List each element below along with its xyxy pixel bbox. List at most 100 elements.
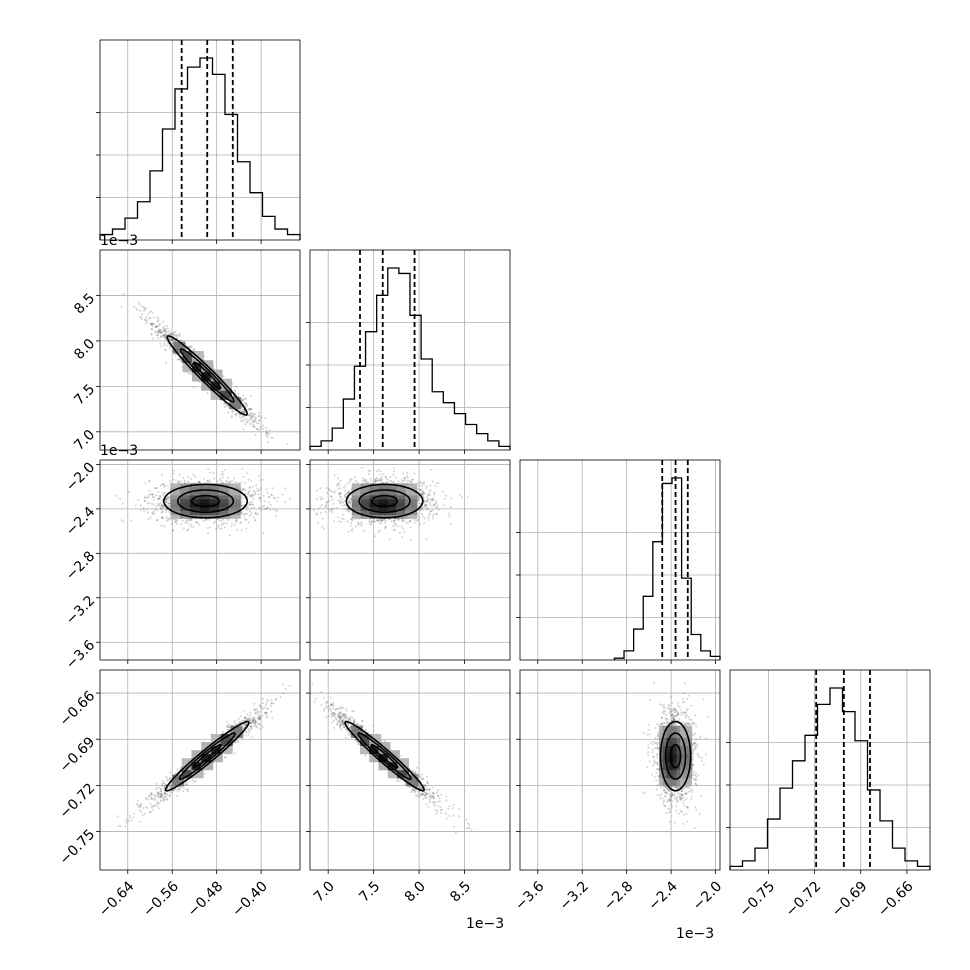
scatter-point [151,808,154,811]
scatter-point [345,504,348,507]
scatter-point [206,527,209,530]
scatter-point [347,501,350,504]
scatter-point [160,792,163,795]
scatter-point [347,491,350,494]
scatter-point [151,793,153,796]
scatter-point [175,336,178,339]
scatter-point [325,504,328,507]
scatter-point [140,318,143,320]
scatter-point [219,478,221,481]
scatter-point [270,493,273,496]
scatter-point [259,488,262,491]
scatter-point [221,476,224,479]
scatter-point [208,526,211,529]
scatter-point [388,538,391,541]
scatter-point [248,489,251,492]
scatter-point [164,349,167,352]
scatter-point [179,358,182,361]
scatter-point [420,493,423,496]
scatter-point [137,499,140,502]
scatter-point [241,398,244,401]
scatter-point [254,419,257,422]
scatter-point [347,499,350,502]
scatter-point [180,360,183,363]
scatter-point [348,501,350,503]
scatter-point [150,310,153,313]
scatter-point [423,492,426,495]
scatter-point [319,487,322,490]
scatter-point [376,470,378,473]
scatter-point [221,470,224,473]
scatter-point [250,725,253,728]
scatter-point [181,519,184,522]
scatter-point [401,518,404,521]
scatter-point [430,505,433,508]
scatter-point [160,505,163,508]
scatter-point [194,779,197,782]
scatter-point [370,521,373,524]
scatter-point [192,386,195,389]
scatter-point [144,482,147,485]
scatter-point [240,504,243,507]
scatter-point [195,521,198,524]
scatter-point [277,496,280,499]
scatter-point [237,717,240,720]
scatter-point [347,509,350,512]
scatter-point [432,480,435,483]
scatter-point [382,519,384,522]
scatter-point [168,496,171,499]
scatter-point [236,528,239,531]
scatter-point [329,495,332,498]
scatter-point [378,522,381,525]
scatter-point [349,498,351,500]
scatter-point [247,491,250,494]
scatter-point [428,514,431,516]
scatter-point [340,521,343,524]
scatter-point [392,525,395,528]
scatter-point [222,473,224,476]
scatter-point [412,478,415,481]
scatter-point [426,495,428,498]
scatter-point [257,422,260,425]
scatter-point [429,509,432,512]
scatter-point [251,493,254,496]
scatter-point [217,525,220,528]
scatter-point [305,476,307,478]
scatter-point [418,484,421,487]
scatter-point [420,513,423,516]
scatter-point [250,506,253,509]
scatter-point [159,330,162,333]
scatter-point [428,501,431,504]
scatter-point [167,496,170,498]
contour-line [345,483,424,519]
scatter-point [184,522,187,524]
scatter-point [244,719,247,722]
scatter-point [231,409,234,412]
scatter-point [240,499,243,502]
scatter-point [400,536,403,538]
scatter-point [251,503,254,506]
scatter-point [162,330,165,333]
scatter-point [392,473,395,476]
scatter-point [246,505,249,508]
scatter-point [158,504,161,507]
scatter-point [255,427,258,430]
scatter-point [429,489,432,492]
scatter-point [192,526,195,529]
scatter-point [170,338,173,341]
scatter-point [159,342,162,345]
scatter-point [381,518,384,521]
scatter-point [174,330,177,333]
scatter-point [273,497,276,500]
scatter-point [254,419,257,422]
scatter-point [158,323,161,326]
scatter-point [339,496,342,498]
scatter-point [257,415,260,418]
scatter-point [433,493,436,496]
scatter-point [176,358,179,361]
scatter-point [390,520,393,523]
scatter-point [384,476,387,479]
scatter-point [233,524,236,527]
scatter-point [214,520,217,523]
scatter-point [189,518,191,521]
